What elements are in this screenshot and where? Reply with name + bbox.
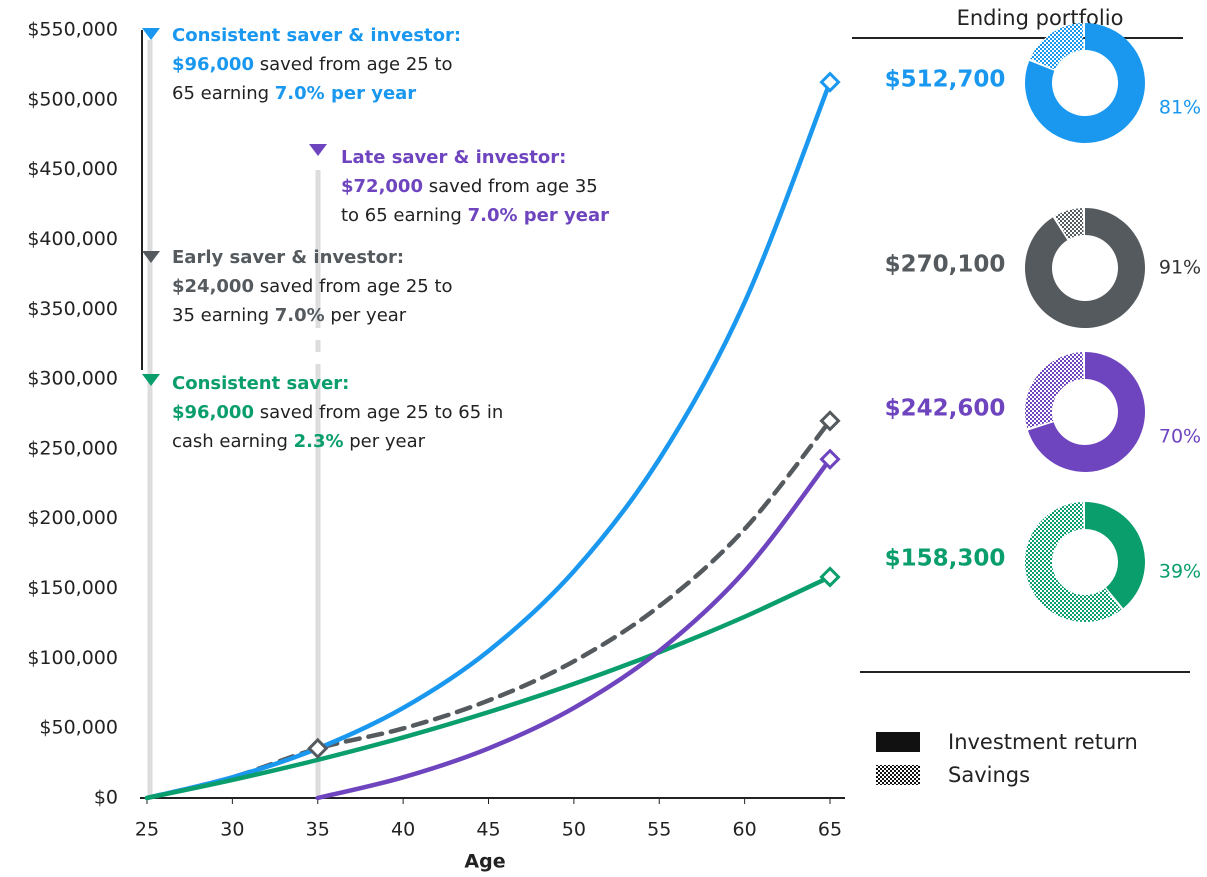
x-tick-label: 45 — [476, 819, 500, 841]
annotation-text: $96,000 — [172, 54, 254, 75]
annotation-line: 65 earning 7.0% per year — [172, 83, 416, 104]
annotation-line: $96,000 saved from age 25 to 65 in — [172, 402, 503, 423]
y-tick-label: $0 — [94, 787, 118, 809]
annotation-line: 35 earning 7.0% per year — [172, 305, 407, 326]
annotation-text: 7.0% per year — [275, 83, 417, 104]
ending-value: $512,700 — [885, 67, 1006, 93]
x-tick-label: 55 — [647, 819, 671, 841]
donut-savings — [1054, 208, 1084, 240]
x-tick-label: 65 — [818, 819, 842, 841]
annotation-line: cash earning 2.3% per year — [172, 431, 426, 452]
y-tick-label: $450,000 — [27, 158, 118, 180]
legend-label: Investment return — [948, 730, 1138, 754]
donut-savings — [1030, 23, 1084, 70]
x-tick-label: 25 — [135, 819, 159, 841]
annotation-text: saved from age 25 to — [254, 276, 453, 297]
annotation-text: $96,000 — [172, 402, 254, 423]
end-marker — [819, 410, 841, 432]
end-marker — [819, 71, 841, 93]
donut-return — [1085, 502, 1146, 609]
series-line — [144, 574, 833, 801]
return-share-label: 91% — [1159, 257, 1201, 279]
end-marker — [819, 448, 841, 470]
return-share-label: 39% — [1159, 561, 1201, 583]
annotation-text: saved from age 25 to — [254, 54, 453, 75]
x-axis-label: Age — [464, 851, 505, 873]
y-tick-label: $100,000 — [27, 647, 118, 669]
legend-label: Savings — [948, 763, 1030, 787]
series-line — [144, 418, 833, 801]
annotation-line: to 65 earning 7.0% per year — [341, 205, 609, 226]
annotation-marker — [142, 251, 160, 263]
y-tick-label: $300,000 — [27, 368, 118, 390]
annotation-text: saved from age 25 to 65 in — [254, 402, 503, 423]
ending-value: $158,300 — [885, 546, 1006, 572]
annotation-title: Consistent saver: — [172, 373, 349, 394]
y-tick-label: $500,000 — [27, 88, 118, 110]
annotation-marker — [142, 28, 160, 40]
ending-value: $270,100 — [885, 252, 1006, 278]
y-tick-label: $150,000 — [27, 577, 118, 599]
x-tick-label: 50 — [562, 819, 586, 841]
annotation-text: $72,000 — [341, 176, 423, 197]
donut-return — [1025, 23, 1145, 143]
x-tick-label: 40 — [391, 819, 415, 841]
annotation-text: 65 earning — [172, 83, 275, 104]
legend-swatch — [876, 765, 920, 785]
y-tick-label: $350,000 — [27, 298, 118, 320]
return-share-label: 81% — [1159, 97, 1201, 119]
annotation-text: 2.3% — [294, 431, 344, 452]
y-tick-label: $50,000 — [39, 717, 118, 739]
x-tick-label: 60 — [733, 819, 757, 841]
y-tick-label: $400,000 — [27, 228, 118, 250]
annotation-title: Early saver & investor: — [172, 247, 404, 268]
annotation-marker — [309, 144, 327, 156]
annotation-line: $96,000 saved from age 25 to — [172, 54, 453, 75]
donut-savings — [1025, 352, 1084, 429]
donut-savings — [1025, 502, 1122, 623]
donut-return — [1025, 208, 1146, 329]
annotation-line: $24,000 saved from age 25 to — [172, 276, 453, 297]
donut-return — [1027, 352, 1146, 472]
end-marker — [819, 566, 841, 588]
x-tick-label: 35 — [306, 819, 330, 841]
annotation-title: Consistent saver & investor: — [172, 25, 461, 46]
annotation-text: 7.0% — [275, 305, 325, 326]
annotation-text: per year — [344, 431, 426, 452]
series-line — [144, 79, 833, 801]
annotation-text: $24,000 — [172, 276, 254, 297]
series-line — [315, 456, 833, 801]
return-share-label: 70% — [1159, 426, 1201, 448]
annotation-text: saved from age 35 — [423, 176, 598, 197]
annotation-text: 7.0% per year — [468, 205, 610, 226]
annotation-title: Late saver & investor: — [341, 147, 566, 168]
annotation-text: to 65 earning — [341, 205, 468, 226]
annotation-text: cash earning — [172, 431, 294, 452]
y-tick-label: $550,000 — [27, 19, 118, 41]
y-tick-label: $250,000 — [27, 437, 118, 459]
ending-value: $242,600 — [885, 396, 1006, 422]
annotation-marker — [142, 374, 160, 386]
end-marker — [307, 737, 329, 760]
annotation-line: $72,000 saved from age 35 — [341, 176, 598, 197]
y-tick-label: $200,000 — [27, 507, 118, 529]
x-tick-label: 30 — [220, 819, 244, 841]
annotation-text: per year — [325, 305, 407, 326]
annotation-text: 35 earning — [172, 305, 275, 326]
legend-swatch — [876, 732, 920, 752]
